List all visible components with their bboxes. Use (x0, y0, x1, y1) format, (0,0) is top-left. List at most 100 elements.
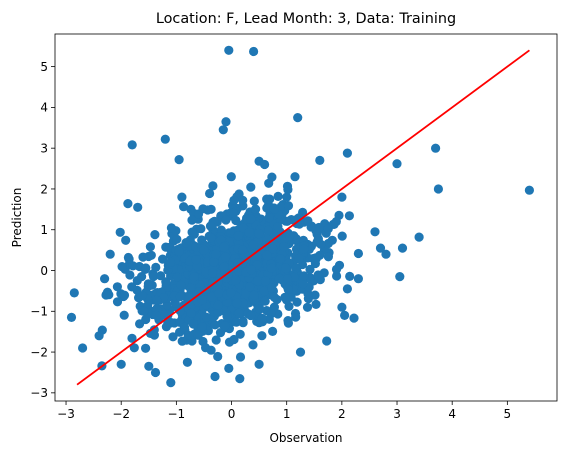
data-point (158, 254, 168, 264)
data-point (232, 298, 242, 308)
data-point (340, 310, 350, 320)
data-point (414, 232, 424, 242)
data-point (331, 217, 341, 227)
x-tick-label: 0 (228, 407, 236, 421)
data-point (179, 322, 190, 332)
data-point (172, 272, 182, 282)
data-point (112, 297, 123, 307)
data-point (257, 331, 267, 341)
data-point (244, 227, 254, 238)
data-point (266, 263, 277, 273)
data-point (175, 292, 185, 302)
y-tick-label: −1 (30, 305, 48, 319)
data-point (248, 240, 259, 250)
data-point (199, 245, 209, 255)
data-point (197, 322, 207, 332)
x-tick-label: −2 (112, 407, 130, 421)
data-point (235, 329, 245, 339)
data-point (275, 254, 285, 264)
data-point (100, 274, 110, 284)
data-point (303, 216, 313, 226)
data-point (148, 271, 159, 282)
data-point (145, 242, 155, 252)
chart-title: Location: F, Lead Month: 3, Data: Traini… (156, 11, 456, 27)
data-point (337, 231, 347, 241)
regression-line (76, 49, 530, 386)
data-point (524, 185, 535, 195)
data-point (313, 270, 323, 280)
data-point (214, 288, 224, 298)
data-point (132, 276, 142, 286)
x-tick-label: −1 (168, 407, 186, 421)
data-point (264, 212, 274, 223)
y-tick-label: 4 (40, 101, 48, 115)
data-point (141, 343, 151, 353)
data-point (213, 351, 223, 362)
data-point (119, 290, 130, 300)
data-point (342, 284, 352, 294)
data-point (151, 310, 161, 320)
data-point (235, 352, 246, 362)
data-point (229, 195, 239, 205)
data-point (127, 140, 137, 150)
data-point (246, 182, 256, 192)
data-point (381, 249, 391, 259)
data-point (188, 319, 198, 329)
data-point (115, 227, 125, 237)
data-point (182, 357, 192, 367)
data-point (189, 272, 199, 282)
data-point (397, 243, 408, 253)
data-point (138, 252, 148, 262)
x-tick-label: 5 (504, 407, 512, 421)
data-point (257, 313, 267, 323)
data-point (269, 292, 279, 302)
data-point (150, 230, 160, 240)
x-tick-label: 2 (338, 407, 346, 421)
data-point (299, 271, 309, 281)
data-point (322, 336, 332, 346)
regression-line-group (76, 49, 530, 386)
x-tick-label: 3 (393, 407, 401, 421)
data-point (283, 284, 293, 294)
data-point (349, 313, 359, 323)
data-point (283, 201, 294, 211)
data-point (273, 309, 283, 319)
data-point (267, 172, 277, 182)
data-point (237, 245, 248, 255)
data-point (283, 318, 293, 328)
data-point (282, 181, 293, 191)
data-point (260, 276, 271, 286)
data-point (211, 335, 221, 345)
data-point (121, 235, 131, 245)
data-point (133, 202, 143, 212)
data-point (129, 343, 139, 353)
data-point (234, 308, 244, 318)
data-point (233, 231, 244, 241)
data-point (263, 225, 273, 235)
data-point (177, 192, 187, 202)
y-axis-label: Prediction (10, 188, 24, 248)
data-point (69, 288, 79, 298)
data-point (66, 312, 77, 322)
y-tick-label: −2 (30, 345, 48, 359)
data-point (290, 308, 301, 319)
data-point (211, 249, 221, 259)
data-point (194, 287, 204, 297)
data-point (344, 211, 354, 221)
data-point (246, 310, 256, 321)
data-point (290, 172, 300, 182)
data-point (268, 326, 278, 336)
x-tick-label: −3 (57, 407, 75, 421)
data-point (210, 320, 220, 330)
data-point (187, 227, 197, 237)
data-point (273, 191, 283, 201)
data-point (370, 227, 380, 237)
data-point (143, 281, 153, 291)
data-point (146, 250, 156, 260)
data-point (166, 223, 176, 233)
data-point (249, 196, 259, 206)
data-point (345, 271, 355, 281)
x-axis-ticks: −3 −2 −1 0 1 2 3 4 5 (57, 401, 511, 421)
data-point (165, 257, 176, 267)
